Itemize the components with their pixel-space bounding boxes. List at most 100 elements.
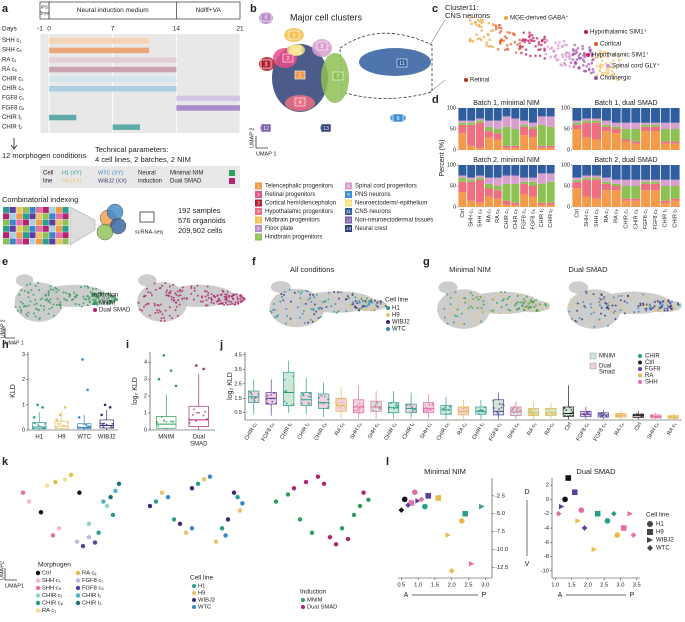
label: CHIR c₆: [42, 601, 64, 607]
point: [297, 516, 303, 523]
bar-segment: [601, 108, 611, 121]
point: [630, 531, 637, 539]
bar-segment: [631, 141, 641, 144]
umap-point: [471, 294, 474, 297]
umap-point: [199, 300, 202, 303]
jitter: [431, 401, 434, 404]
point: [291, 485, 297, 491]
jitter: [448, 408, 450, 411]
umap-point: [216, 299, 219, 302]
umap-point: [49, 301, 52, 304]
umap-point: [611, 53, 615, 57]
jitter: [283, 378, 286, 381]
umap-point: [581, 64, 585, 67]
jitter: [257, 393, 260, 396]
x-tick-label: FGF8 c₁: [643, 209, 649, 229]
umap-point: [641, 293, 644, 296]
umap-point: [590, 313, 593, 316]
bar-segment: [670, 200, 680, 207]
umap-point: [296, 306, 299, 309]
stage-label: Neural induction medium: [77, 7, 149, 14]
umap-point: [201, 296, 204, 299]
panel-letter: f: [252, 256, 256, 268]
point: [202, 367, 205, 371]
bar-segment: [511, 165, 520, 176]
umap-point: [360, 295, 363, 298]
x-tick-label: WIBJ2: [98, 435, 116, 441]
umap-point: [324, 299, 327, 302]
index-cell: [29, 213, 36, 220]
bar-segment: [650, 190, 660, 207]
point: [303, 479, 309, 485]
jitter: [274, 402, 277, 405]
bar-segment: [650, 124, 660, 127]
index-cell: [62, 225, 69, 232]
jitter: [302, 394, 305, 397]
umap-point: [102, 292, 105, 295]
bar-segment: [641, 108, 651, 123]
umap-point: [190, 292, 193, 295]
umap-point: [676, 303, 679, 306]
chart-title: Batch 1, minimal NIM: [473, 100, 540, 107]
y-tick-label: -4: [544, 526, 550, 532]
panel-letter: a: [2, 3, 9, 15]
panel-letter: c: [432, 3, 438, 15]
umap-point: [47, 300, 50, 303]
index-cell: [62, 207, 69, 213]
jitter: [358, 407, 361, 410]
y-tick-label: -6: [544, 540, 549, 546]
jitter: [86, 425, 88, 427]
umap-point: [475, 296, 478, 299]
umap-point: [464, 301, 467, 304]
jitter: [155, 420, 158, 423]
umap-point: [460, 296, 463, 299]
index-cell: [22, 232, 29, 239]
umap-point: [565, 43, 569, 47]
umap-point: [552, 49, 555, 52]
bar-segment: [592, 108, 602, 119]
bar-segment: [660, 122, 670, 129]
x-tick-label: H1: [35, 435, 43, 441]
legend-dot: [75, 585, 81, 591]
label: A: [404, 592, 409, 599]
umap-point: [482, 300, 485, 303]
umap-point: [150, 294, 153, 297]
bar-segment: [621, 165, 631, 180]
umap-point: [557, 44, 560, 47]
label: Morphogen: [38, 562, 71, 569]
cluster-number: 13: [323, 126, 329, 132]
jitter: [188, 422, 191, 424]
x-tick-label: CHIR c₁: [504, 209, 510, 229]
index-cell: [29, 207, 36, 213]
bar-segment: [631, 129, 641, 142]
umap-point: [334, 303, 337, 306]
umap-point: [573, 301, 576, 304]
index-cell: [36, 225, 43, 232]
bar-segment: [611, 190, 621, 207]
umap-point: [555, 58, 558, 62]
umap-point: [231, 294, 234, 297]
umap-point: [535, 303, 538, 306]
bar-segment: [476, 120, 485, 123]
umap-point: [544, 52, 548, 56]
umap-point: [364, 309, 367, 312]
umap-point: [531, 296, 534, 299]
index-cell: [62, 232, 69, 239]
umap-point: [92, 295, 95, 298]
umap-point: [615, 297, 618, 300]
x-tick-label: 2.0: [448, 583, 456, 589]
index-cell: [42, 225, 49, 232]
umap-point: [327, 298, 330, 301]
organoid: [106, 203, 124, 221]
umap-point: [677, 302, 680, 305]
umap-point: [319, 306, 322, 309]
umap-point: [605, 67, 608, 71]
jitter: [353, 409, 355, 412]
umap-point: [645, 307, 648, 310]
label-dot: [584, 30, 588, 34]
umap-point: [229, 303, 232, 306]
umap-point: [325, 305, 328, 308]
jitter: [563, 407, 566, 410]
umap-point: [72, 291, 75, 294]
umap-point: [590, 306, 593, 309]
